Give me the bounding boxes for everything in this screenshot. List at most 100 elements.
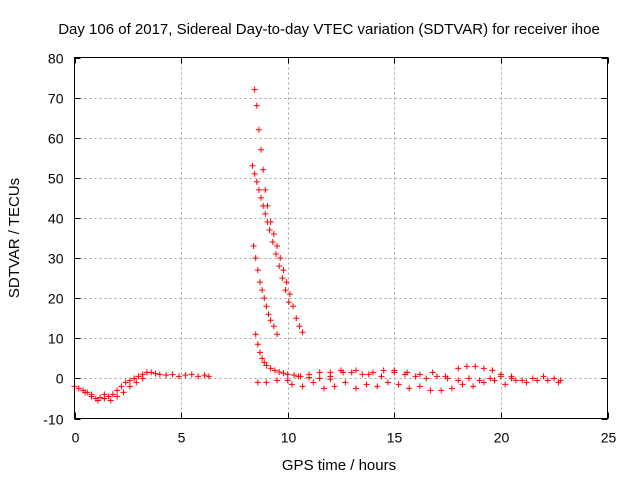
data-point [270, 230, 277, 237]
data-point [369, 369, 376, 376]
series-baseline-early-lower [82, 375, 146, 404]
data-point [135, 373, 142, 380]
data-point [280, 267, 287, 274]
y-tick-label: 70 [48, 91, 64, 107]
data-point [551, 375, 558, 382]
data-point [255, 126, 262, 133]
data-point [114, 393, 121, 400]
data-point [252, 255, 259, 262]
data-point [258, 146, 265, 153]
series-arc-2 [249, 162, 292, 306]
data-point [555, 379, 562, 386]
y-tick-label: 60 [48, 131, 64, 147]
series-baseline-early [71, 369, 212, 402]
data-point [251, 170, 258, 177]
data-point [423, 375, 430, 382]
data-point [276, 263, 283, 270]
data-point [265, 311, 272, 318]
data-point [105, 393, 112, 400]
data-point [416, 371, 423, 378]
data-point [480, 379, 487, 386]
data-point [249, 162, 256, 169]
data-point [378, 373, 385, 380]
data-point [502, 381, 509, 388]
data-point [261, 359, 268, 366]
data-point [374, 383, 381, 390]
series-arc-3 [250, 243, 281, 338]
data-point [299, 329, 306, 336]
data-point [384, 379, 391, 386]
y-tick-labels: -10 0 10 20 30 40 50 60 70 80 [43, 51, 63, 428]
x-tick-label: 20 [494, 430, 510, 446]
data-point [259, 287, 266, 294]
data-point [285, 299, 292, 306]
data-point [114, 387, 121, 394]
data-point [293, 315, 300, 322]
data-point [295, 373, 302, 380]
data-point [267, 365, 274, 372]
data-point [395, 381, 402, 388]
data-point [288, 381, 295, 388]
data-point [131, 375, 138, 382]
data-point [266, 226, 273, 233]
data-point [163, 372, 170, 379]
data-point [508, 373, 515, 380]
data-point [491, 377, 498, 384]
data-point [480, 365, 487, 372]
data-point [342, 379, 349, 386]
data-point [269, 239, 276, 246]
data-point [442, 373, 449, 380]
data-point [270, 323, 277, 330]
data-point [404, 369, 411, 376]
data-point [264, 218, 271, 225]
data-point [82, 389, 89, 396]
data-point [126, 377, 133, 384]
data-point [472, 363, 479, 370]
data-point [156, 371, 163, 378]
y-tick-label: 10 [48, 331, 64, 347]
data-point [391, 367, 398, 374]
data-point [359, 371, 366, 378]
x-tick-label: 10 [281, 430, 297, 446]
data-point [497, 371, 504, 378]
data-point [283, 279, 290, 286]
data-point [271, 367, 278, 374]
data-point [290, 303, 297, 310]
data-point [195, 373, 202, 380]
data-point [284, 371, 291, 378]
data-point [260, 202, 267, 209]
data-point [512, 377, 519, 384]
data-point [429, 369, 436, 376]
plot-frame [74, 57, 608, 419]
data-point [296, 323, 303, 330]
data-point [286, 291, 293, 298]
x-axis-label: GPS time / hours [282, 457, 396, 474]
data-point [94, 397, 101, 404]
data-point [352, 367, 359, 374]
data-point [139, 375, 146, 382]
data-point [523, 379, 530, 386]
data-point [152, 370, 159, 377]
data-point [277, 255, 284, 262]
data-point [251, 86, 258, 93]
data-point [291, 372, 298, 379]
data-point [299, 383, 306, 390]
gridlines [74, 57, 608, 419]
data-point [331, 383, 338, 390]
data-point [255, 186, 262, 193]
data-point [107, 397, 114, 404]
data-point [261, 295, 268, 302]
data-point [259, 355, 266, 362]
data-point [310, 379, 317, 386]
series-baseline-mid [254, 367, 564, 386]
data-point [316, 369, 323, 376]
x-tick-label: 0 [72, 430, 80, 446]
data-point [282, 287, 289, 294]
data-point [412, 373, 419, 380]
data-point [118, 383, 125, 390]
data-point [169, 371, 176, 378]
data-point [316, 375, 323, 382]
data-point [455, 377, 462, 384]
data-point [489, 367, 496, 374]
data-point [254, 267, 261, 274]
